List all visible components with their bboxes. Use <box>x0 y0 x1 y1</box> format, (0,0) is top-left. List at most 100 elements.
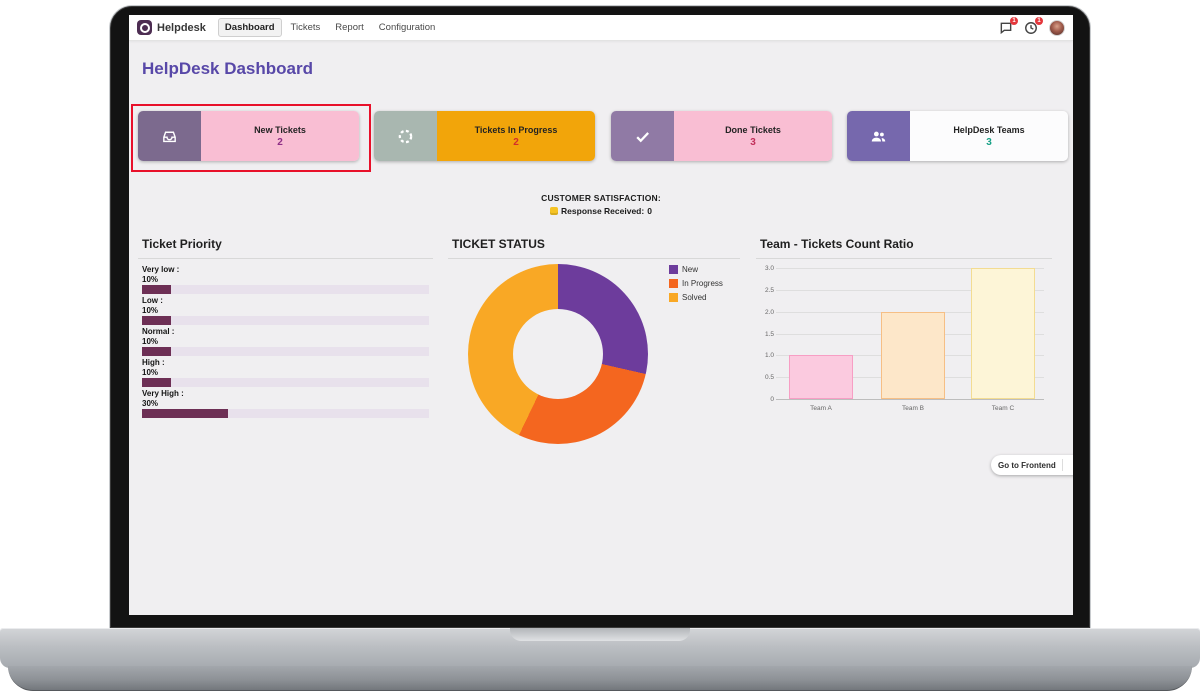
activities-badge: 1 <box>1035 16 1043 25</box>
legend-swatch-in-progress <box>669 279 678 288</box>
legend-item-new[interactable]: New <box>669 265 723 274</box>
y-tick: 1.5 <box>764 330 774 338</box>
nav-item-configuration[interactable]: Configuration <box>378 22 436 33</box>
priority-value: 10% <box>142 305 159 315</box>
kpi-card-done-tickets[interactable]: Done Tickets 3 <box>611 111 832 161</box>
kpi-body: HelpDesk Teams 3 <box>910 111 1068 161</box>
priority-bar-track <box>142 285 429 294</box>
legend-item-in-progress[interactable]: In Progress <box>669 279 723 288</box>
kpi-title: HelpDesk Teams <box>953 124 1025 135</box>
customer-satisfaction-block: CUSTOMER SATISFACTION: Response Received… <box>129 193 1073 216</box>
nav-right-group: 1 1 <box>999 16 1065 36</box>
priority-value: 10% <box>142 367 159 377</box>
priority-bar-fill <box>142 285 171 294</box>
ticket-status-title: TICKET STATUS <box>448 235 740 259</box>
bar-team-b[interactable] <box>881 311 945 399</box>
priority-row: Very High : 30% <box>142 389 429 418</box>
legend-swatch-new <box>669 265 678 274</box>
x-tick-team-a: Team A <box>810 405 832 412</box>
helpdesk-logo-icon[interactable] <box>137 20 152 35</box>
app-brand: Helpdesk <box>157 21 206 34</box>
kpi-card-helpdesk-teams[interactable]: HelpDesk Teams 3 <box>847 111 1068 161</box>
priority-list: Very low : 10% Low : 10% Normal : 10% <box>138 259 433 418</box>
check-icon <box>611 111 674 161</box>
go-to-frontend-button[interactable]: Go to Frontend ⋮ <box>991 455 1073 475</box>
kpi-count: 3 <box>986 136 992 148</box>
kpi-title: New Tickets <box>254 124 306 135</box>
legend-label: Solved <box>682 293 707 302</box>
priority-row: High : 10% <box>142 358 429 387</box>
priority-value: 10% <box>142 274 159 284</box>
nav-item-report[interactable]: Report <box>335 22 364 33</box>
team-bar-chart: 3.0 2.5 2.0 1.5 1.0 0.5 0 Team A Team B … <box>765 265 1044 412</box>
y-tick: 2.5 <box>764 286 774 294</box>
priority-bar-fill <box>142 409 229 418</box>
kpi-card-tickets-in-progress[interactable]: Tickets In Progress 2 <box>374 111 595 161</box>
inbox-icon <box>138 111 201 161</box>
priority-bar-fill <box>142 347 171 356</box>
priority-label: Very low : <box>142 265 180 274</box>
priority-bar-track <box>142 347 429 356</box>
kpi-count: 2 <box>513 136 519 148</box>
laptop-lid-notch <box>510 628 690 641</box>
laptop-screen-bezel: Helpdesk Dashboard Tickets Report Config… <box>110 6 1090 628</box>
kebab-menu-icon[interactable]: ⋮ <box>1069 460 1073 470</box>
kpi-body: Tickets In Progress 2 <box>437 111 595 161</box>
ticket-priority-section: Ticket Priority Very low : 10% Low : 10% <box>138 235 433 450</box>
y-tick: 3.0 <box>764 265 774 272</box>
page-title: HelpDesk Dashboard <box>142 59 313 78</box>
x-tick-team-b: Team B <box>901 405 925 412</box>
satisfaction-title: CUSTOMER SATISFACTION: <box>541 193 661 203</box>
activities-clock-icon[interactable]: 1 <box>1024 16 1043 35</box>
priority-row: Very low : 10% <box>142 265 429 294</box>
legend-swatch-solved <box>669 293 678 302</box>
messages-icon[interactable]: 1 <box>999 16 1018 35</box>
team-icon <box>847 111 910 161</box>
spinner-icon <box>374 111 437 161</box>
y-tick: 0.5 <box>764 374 774 382</box>
y-tick: 2.0 <box>764 308 774 316</box>
dashboard-content: HelpDesk Dashboard New Tickets 2 <box>129 41 1073 615</box>
kpi-body: Done Tickets 3 <box>674 111 832 161</box>
priority-bar-track <box>142 378 429 387</box>
nav-item-dashboard[interactable]: Dashboard <box>217 18 282 37</box>
messages-badge: 1 <box>1010 16 1018 25</box>
team-ratio-title: Team - Tickets Count Ratio <box>756 235 1052 259</box>
kpi-card-new-tickets[interactable]: New Tickets 2 <box>138 111 359 161</box>
bar-team-c[interactable] <box>971 268 1035 399</box>
ticket-status-section: TICKET STATUS New In Progress <box>448 235 740 465</box>
x-tick-team-c: Team C <box>991 405 1015 412</box>
y-tick: 0 <box>770 396 774 403</box>
priority-label: Normal : <box>142 327 175 336</box>
kpi-title: Done Tickets <box>725 124 781 135</box>
top-navbar: Helpdesk Dashboard Tickets Report Config… <box>129 15 1073 41</box>
priority-bar-track <box>142 409 429 418</box>
y-tick: 1.0 <box>764 352 774 360</box>
priority-bar-fill <box>142 316 171 325</box>
pill-divider <box>1061 459 1063 471</box>
donut-chart[interactable] <box>468 264 648 444</box>
priority-label: Low : <box>142 296 163 305</box>
priority-bar-track <box>142 316 429 325</box>
priority-bar-fill <box>142 378 171 387</box>
priority-row: Low : 10% <box>142 296 429 325</box>
bar-team-a[interactable] <box>789 355 853 399</box>
app-display: Helpdesk Dashboard Tickets Report Config… <box>129 15 1073 615</box>
kpi-count: 2 <box>277 136 283 148</box>
kpi-count: 3 <box>750 136 756 148</box>
go-to-frontend-label: Go to Frontend <box>998 460 1056 470</box>
user-avatar[interactable] <box>1049 19 1065 36</box>
main-menu: Dashboard Tickets Report Configuration <box>217 18 441 37</box>
legend-label: New <box>682 265 699 274</box>
legend-item-solved[interactable]: Solved <box>669 293 723 302</box>
priority-value: 30% <box>142 398 159 408</box>
priority-value: 10% <box>142 336 159 346</box>
team-ratio-section: Team - Tickets Count Ratio 3.0 2.5 2.0 1… <box>756 235 1052 465</box>
priority-row: Normal : 10% <box>142 327 429 356</box>
ticket-priority-title: Ticket Priority <box>138 235 433 259</box>
nav-item-tickets[interactable]: Tickets <box>290 22 321 33</box>
kpi-body: New Tickets 2 <box>201 111 359 161</box>
donut-legend: New In Progress Solved <box>669 265 723 307</box>
response-received-label: Response Received: <box>561 206 645 216</box>
kpi-title: Tickets In Progress <box>474 124 558 135</box>
